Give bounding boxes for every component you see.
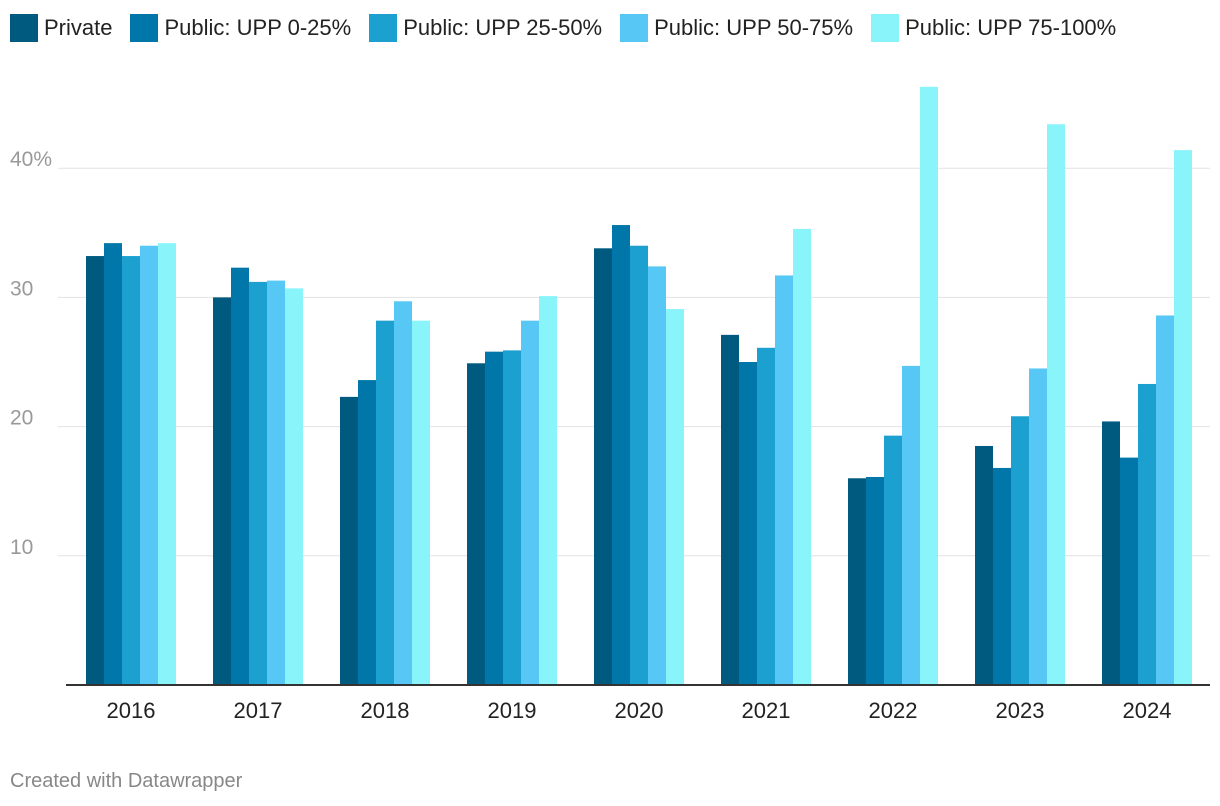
- bar: [285, 288, 303, 685]
- legend-swatch: [620, 14, 649, 42]
- bar: [848, 478, 866, 685]
- bar: [485, 351, 503, 685]
- legend-swatch: [130, 14, 159, 42]
- bar: [1120, 457, 1138, 685]
- bar: [757, 347, 775, 685]
- bar: [666, 309, 684, 685]
- legend-label: Public: UPP 75-100%: [905, 15, 1117, 40]
- bar: [213, 297, 231, 685]
- bar: [231, 267, 249, 685]
- bar: [376, 320, 394, 685]
- x-tick-label: 2024: [1123, 698, 1172, 723]
- bar: [793, 228, 811, 685]
- legend-label: Public: UPP 50-75%: [654, 15, 854, 40]
- bar: [902, 365, 920, 685]
- bar: [775, 275, 793, 685]
- x-tick-label: 2022: [869, 698, 918, 723]
- bar: [1047, 124, 1065, 685]
- x-tick-label: 2017: [234, 698, 283, 723]
- x-tick-label: 2020: [615, 698, 664, 723]
- bar: [539, 296, 557, 685]
- bar: [884, 435, 902, 685]
- bar: [122, 256, 140, 685]
- bar: [1011, 416, 1029, 685]
- x-tick-label: 2016: [107, 698, 156, 723]
- bar: [630, 245, 648, 685]
- bar: [1174, 150, 1192, 685]
- y-tick-label: 40%: [10, 148, 52, 171]
- bar: [86, 256, 104, 685]
- bar: [394, 301, 412, 685]
- bar: [249, 281, 267, 685]
- legend-swatch: [10, 14, 38, 42]
- bar: [975, 445, 993, 685]
- legend-item: Public: UPP 75-100%: [871, 14, 1116, 42]
- bar: [1138, 383, 1156, 685]
- x-tick-label: 2023: [996, 698, 1045, 723]
- legend-label: Public: UPP 0-25%: [164, 15, 352, 40]
- x-tick-label: 2021: [742, 698, 791, 723]
- legend-item: Public: UPP 25-50%: [369, 14, 602, 42]
- x-tick-label: 2018: [361, 698, 410, 723]
- bar: [140, 245, 158, 685]
- bar: [267, 280, 285, 685]
- bar: [866, 476, 884, 685]
- bar: [158, 243, 176, 685]
- bar: [1156, 315, 1174, 685]
- legend-swatch: [369, 14, 398, 42]
- legend-item: Private: [10, 14, 112, 42]
- bar: [739, 361, 757, 685]
- bar: [594, 248, 612, 685]
- bar: [993, 467, 1011, 685]
- bar: [412, 320, 430, 685]
- bar: [612, 225, 630, 685]
- bar: [1029, 368, 1047, 685]
- bar: [467, 363, 485, 685]
- legend-label: Private: [44, 15, 113, 40]
- bar: [1102, 421, 1120, 685]
- legend-item: Public: UPP 0-25%: [130, 14, 351, 42]
- x-tick-label: 2019: [488, 698, 537, 723]
- footer-credit: Created with Datawrapper: [10, 770, 243, 792]
- y-tick-label: 20: [10, 407, 33, 430]
- bar: [340, 396, 358, 685]
- bar: [920, 86, 938, 686]
- legend-item: Public: UPP 50-75%: [620, 14, 853, 42]
- bar: [721, 334, 739, 685]
- y-tick-label: 10: [10, 536, 33, 559]
- legend-label: Public: UPP 25-50%: [403, 15, 603, 40]
- legend: Private Public: UPP 0-25% Public: UPP 25-5…: [10, 12, 1134, 44]
- bar: [521, 320, 539, 685]
- bar: [503, 350, 521, 685]
- y-tick-label: 30: [10, 277, 33, 300]
- bar: [648, 266, 666, 685]
- bar: [104, 243, 122, 685]
- bar: [358, 380, 376, 685]
- legend-swatch: [871, 14, 900, 42]
